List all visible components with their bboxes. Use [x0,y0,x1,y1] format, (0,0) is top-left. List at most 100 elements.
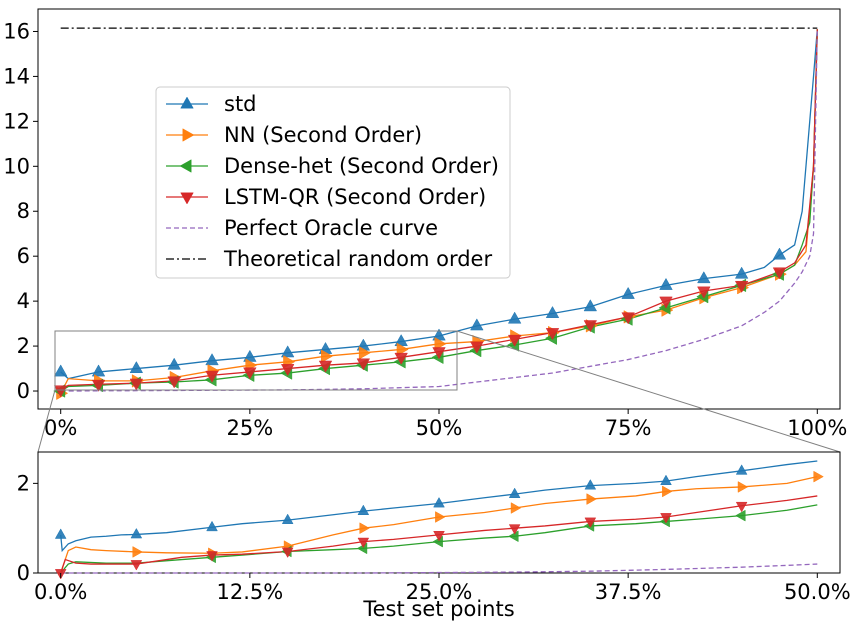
zoom-marker-std-9 [735,464,748,475]
zoom-series-perfect-oracle-curve [60,563,818,574]
legend-label-dense-het-second-order: Dense-het (Second Order) [224,154,499,178]
zoom-marker-lstm-qr-second-order-4 [357,537,370,549]
zoom-series-group [60,460,818,574]
zoom-series-dense-het-second-order [60,504,818,574]
main-marker-lstm-qr-second-order-7 [318,360,333,373]
main-x-ticks: 0% 25% 50% 75% 100% [44,409,847,440]
main-marker-lstm-qr-second-order-8 [356,358,371,371]
main-marker-lstm-qr-second-order-5 [243,367,257,380]
zoom-marker-dense-het-second-order-7 [735,509,746,522]
main-x-tick-label-1: 25% [227,416,274,440]
main-marker-lstm-qr-second-order-10 [432,347,446,360]
main-marker-lstm-qr-second-order-11 [470,341,484,354]
main-series-perfect-oracle-curve [60,29,818,392]
main-marker-nn-second-order-10 [434,337,447,351]
main-y-ticks: 0 2 4 6 8 10 12 14 16 [3,19,38,403]
main-marker-lstm-qr-second-order-19 [772,267,787,280]
main-y-tick-label-8: 16 [3,19,30,43]
zoom-marker-std-2 [206,520,218,532]
zoom-marker-std-6 [508,487,521,498]
main-marker-lstm-qr-second-order-16 [659,296,673,309]
zoom-marker-dense-het-second-order-4 [508,530,519,543]
legend-label-std: std [224,92,257,116]
legend-marker-nn-second-order [182,128,195,142]
main-marker-nn-second-order-9 [396,342,409,357]
main-marker-lstm-qr-second-order-2 [129,378,144,391]
zoom-marker-lstm-qr-second-order-3 [281,547,294,558]
main-marker-std-4 [205,353,219,366]
zoom-x-tick-label-1: 12.5% [216,580,283,604]
main-marker-std-15 [621,286,635,299]
main-marker-std-19 [772,247,787,260]
zoom-marker-nn-second-order-3 [359,522,370,535]
main-y-tick-label-6: 12 [3,109,30,133]
main-series-dense-het-second-order [60,29,818,392]
zoom-marker-std-7 [584,479,597,490]
zoom-marker-nn-second-order-7 [662,485,673,498]
main-x-tick-label-2: 50% [416,416,463,440]
zoom-marker-std-4 [357,504,370,516]
main-y-tick-label-0: 0 [17,379,30,403]
legend-marker-std [180,96,194,109]
main-marker-nn-second-order-8 [358,346,371,360]
zoom-marker-lstm-qr-second-order-9 [735,501,748,513]
zoom-markers-group [54,464,824,580]
main-marker-lstm-qr-second-order-4 [205,370,219,383]
main-marker-lstm-qr-second-order-3 [167,376,181,389]
zoom-series-std [60,460,818,553]
main-marker-std-13 [545,305,560,318]
main-marker-lstm-qr-second-order-18 [734,280,749,293]
zoom-marker-nn-second-order-0 [132,546,143,558]
zoom-marker-lstm-qr-second-order-1 [130,560,143,571]
main-marker-std-11 [470,318,484,331]
zoom-plot-frame [37,451,841,574]
main-y-tick-label-1: 2 [17,334,30,358]
zoom-marker-lstm-qr-second-order-2 [206,551,218,562]
main-marker-std-6 [280,345,295,358]
legend-label-nn-second-order: NN (Second Order) [224,123,422,147]
main-y-tick-label-3: 6 [17,244,30,268]
main-marker-std-2 [129,361,144,374]
legend-label-perfect-oracle-curve: Perfect Oracle curve [224,216,438,240]
main-x-tick-label-0: 0% [44,416,77,440]
main-marker-std-17 [697,271,711,284]
zoom-marker-std-1 [130,527,143,539]
zoom-marker-std-3 [281,513,294,524]
zoom-x-tick-label-3: 37.5% [595,580,662,604]
main-marker-std-16 [659,277,673,290]
zoom-marker-lstm-qr-second-order-7 [584,517,597,528]
zoom-marker-nn-second-order-4 [435,511,446,523]
zoom-marker-nn-second-order-6 [586,493,597,505]
main-panel: 0% 25% 50% 75% 100% 0 2 4 6 8 10 12 14 16 [3,8,847,440]
main-marker-lstm-qr-second-order-6 [280,364,295,377]
zoom-marker-lstm-qr-second-order-6 [508,524,521,535]
main-marker-lstm-qr-second-order-17 [697,286,711,299]
legend-marker-lstm-qr-second-order [180,192,194,205]
main-x-tick-label-4: 100% [787,416,847,440]
zoom-x-tick-label-0: 0.0% [34,580,87,604]
zoom-marker-std-0 [54,528,67,539]
zoom-connector-left [37,389,56,453]
zoom-marker-nn-second-order-5 [510,502,522,514]
zoom-marker-nn-second-order-8 [737,481,749,493]
legend-marker-dense-het-second-order [179,159,192,173]
zoom-marker-std-8 [660,474,672,485]
main-marker-std-14 [583,299,598,312]
main-marker-lstm-qr-second-order-14 [583,320,598,333]
main-marker-std-1 [91,364,106,377]
main-marker-lstm-qr-second-order-15 [621,312,635,325]
x-axis-label: Test set points [362,597,514,621]
main-marker-std-12 [507,311,522,324]
legend-label-lstm-qr-second-order: LSTM-QR (Second Order) [224,185,486,209]
zoom-series-lstm-qr-second-order [60,495,818,574]
zoom-y-ticks: 02 [17,471,38,585]
zoom-region-box [54,330,458,391]
zoom-marker-lstm-qr-second-order-5 [433,531,445,542]
main-marker-lstm-qr-second-order-9 [394,352,408,365]
main-markers-group [53,247,787,400]
main-marker-std-0 [53,364,68,377]
main-marker-lstm-qr-second-order-12 [507,334,522,347]
zoom-panel: 0.0% 12.5% 25.0% 37.5% 50.0% 02 Test set poi… [17,451,850,621]
zoom-x-tick-label-4: 50.0% [784,580,850,604]
legend-label-theoretical-random-order: Theoretical random order [223,247,492,271]
